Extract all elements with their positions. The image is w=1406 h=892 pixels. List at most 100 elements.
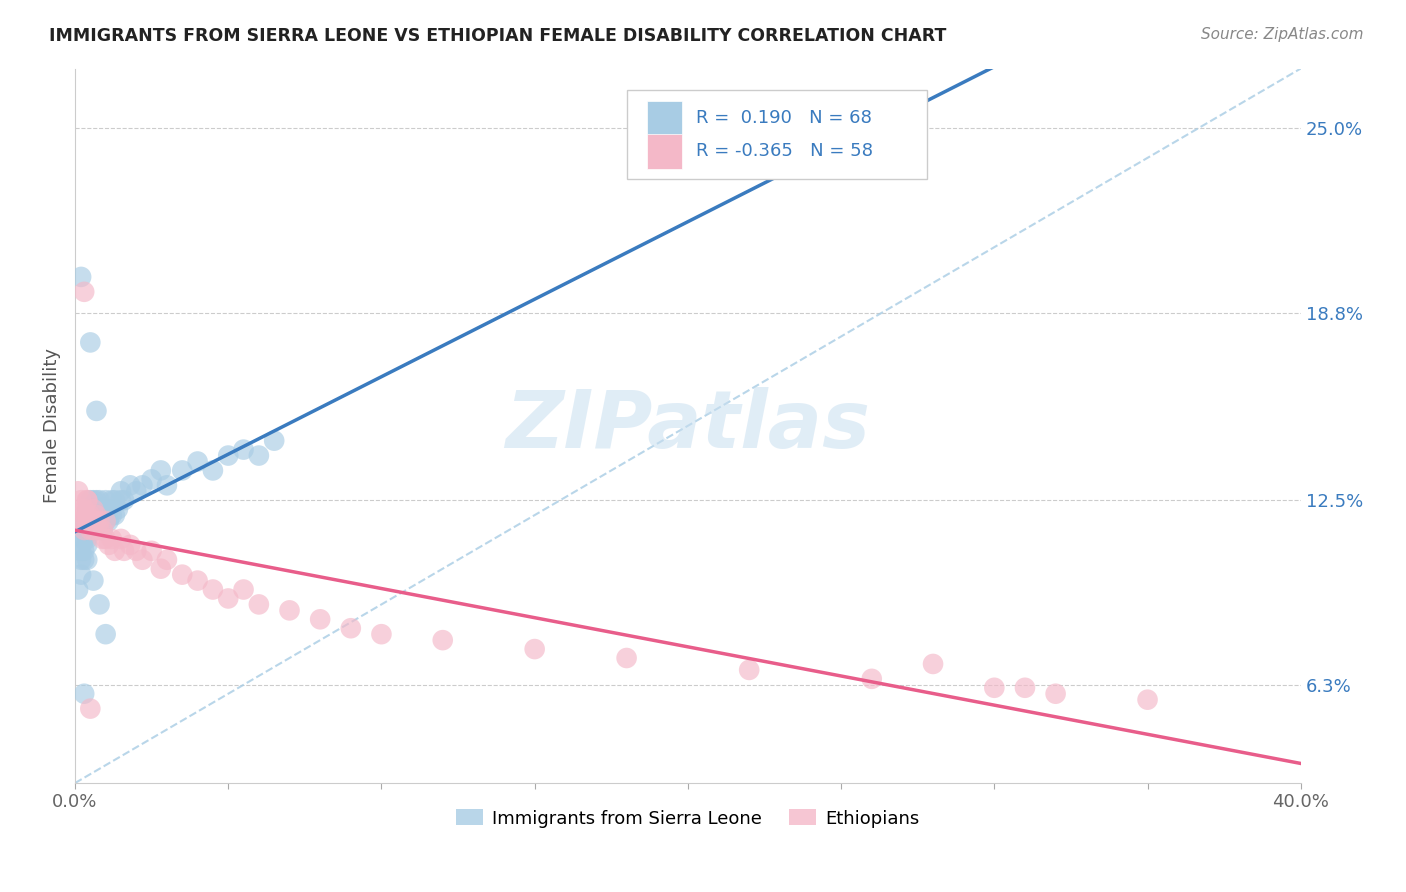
- Point: [232, 582, 254, 597]
- Point: [309, 612, 332, 626]
- Point: [73, 508, 96, 522]
- Point: [247, 598, 270, 612]
- Point: [156, 553, 179, 567]
- Point: [86, 523, 108, 537]
- Point: [73, 285, 96, 299]
- Point: [86, 514, 108, 528]
- Point: [76, 493, 98, 508]
- Point: [89, 523, 111, 537]
- Point: [141, 544, 163, 558]
- Point: [187, 454, 209, 468]
- Point: [101, 508, 124, 522]
- Point: [79, 514, 101, 528]
- Point: [97, 538, 120, 552]
- Point: [82, 523, 104, 537]
- FancyBboxPatch shape: [627, 90, 927, 179]
- Point: [82, 514, 104, 528]
- Y-axis label: Female Disability: Female Disability: [44, 348, 60, 503]
- Point: [76, 508, 98, 522]
- Point: [94, 627, 117, 641]
- Point: [247, 449, 270, 463]
- Point: [1136, 692, 1159, 706]
- Point: [76, 523, 98, 537]
- Point: [79, 523, 101, 537]
- Point: [94, 514, 117, 528]
- Point: [217, 449, 239, 463]
- FancyBboxPatch shape: [647, 135, 682, 169]
- Point: [73, 544, 96, 558]
- Point: [107, 502, 129, 516]
- Point: [73, 553, 96, 567]
- Point: [67, 582, 90, 597]
- Point: [104, 493, 127, 508]
- Point: [73, 532, 96, 546]
- Point: [110, 532, 132, 546]
- Point: [110, 493, 132, 508]
- Point: [217, 591, 239, 606]
- Point: [112, 544, 135, 558]
- Point: [120, 538, 142, 552]
- Point: [738, 663, 761, 677]
- Point: [76, 493, 98, 508]
- Point: [149, 562, 172, 576]
- Point: [91, 508, 114, 522]
- Point: [79, 523, 101, 537]
- Point: [110, 484, 132, 499]
- Point: [141, 472, 163, 486]
- Point: [172, 463, 194, 477]
- Point: [82, 502, 104, 516]
- Legend: Immigrants from Sierra Leone, Ethiopians: Immigrants from Sierra Leone, Ethiopians: [449, 802, 927, 835]
- Point: [101, 532, 124, 546]
- Point: [232, 442, 254, 457]
- Point: [73, 523, 96, 537]
- Point: [70, 493, 93, 508]
- Point: [97, 514, 120, 528]
- Point: [432, 633, 454, 648]
- Point: [1014, 681, 1036, 695]
- Point: [86, 514, 108, 528]
- Point: [82, 508, 104, 522]
- Point: [79, 508, 101, 522]
- Point: [82, 574, 104, 588]
- Point: [73, 514, 96, 528]
- Point: [73, 532, 96, 546]
- Point: [70, 553, 93, 567]
- Point: [278, 603, 301, 617]
- Text: IMMIGRANTS FROM SIERRA LEONE VS ETHIOPIAN FEMALE DISABILITY CORRELATION CHART: IMMIGRANTS FROM SIERRA LEONE VS ETHIOPIA…: [49, 27, 946, 45]
- Point: [187, 574, 209, 588]
- Point: [120, 478, 142, 492]
- Point: [86, 508, 108, 522]
- Point: [1045, 687, 1067, 701]
- Point: [76, 514, 98, 528]
- Point: [79, 493, 101, 508]
- Text: Source: ZipAtlas.com: Source: ZipAtlas.com: [1201, 27, 1364, 42]
- Point: [91, 523, 114, 537]
- Point: [79, 701, 101, 715]
- Point: [82, 523, 104, 537]
- Text: R = -0.365   N = 58: R = -0.365 N = 58: [696, 143, 873, 161]
- Point: [860, 672, 883, 686]
- Point: [76, 538, 98, 552]
- Point: [94, 502, 117, 516]
- Point: [76, 502, 98, 516]
- Point: [156, 478, 179, 492]
- Point: [125, 544, 148, 558]
- Point: [79, 335, 101, 350]
- Point: [104, 508, 127, 522]
- Point: [89, 523, 111, 537]
- Point: [112, 493, 135, 508]
- Point: [91, 514, 114, 528]
- Point: [340, 621, 363, 635]
- Point: [82, 493, 104, 508]
- Point: [104, 544, 127, 558]
- Point: [76, 514, 98, 528]
- Point: [97, 502, 120, 516]
- Point: [79, 508, 101, 522]
- Point: [73, 687, 96, 701]
- Point: [201, 463, 224, 477]
- Point: [101, 493, 124, 508]
- Point: [70, 514, 93, 528]
- Point: [73, 502, 96, 516]
- Point: [73, 514, 96, 528]
- Point: [73, 523, 96, 537]
